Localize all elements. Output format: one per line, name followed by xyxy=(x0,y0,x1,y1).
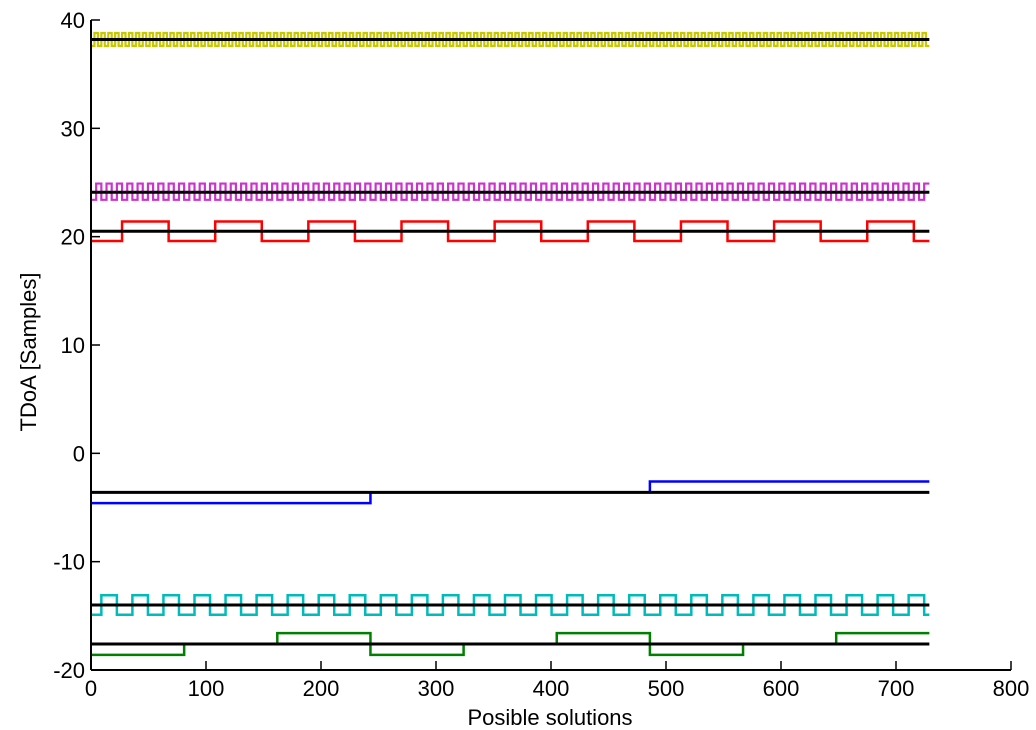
series-layer xyxy=(91,31,930,657)
x-tick-label: 400 xyxy=(533,676,570,701)
axes-layer: 0 100 200 300 400 500 600 700 800 -20 -10 0 10 20 30 40 xyxy=(53,8,1029,701)
x-axis-label: Posible solutions xyxy=(467,705,632,730)
x-tick-label: 0 xyxy=(85,676,97,701)
y-tick-label: 0 xyxy=(73,441,85,466)
series-line-8 xyxy=(91,594,930,616)
x-tick-label: 200 xyxy=(303,676,340,701)
x-tick-label: 600 xyxy=(763,676,800,701)
y-tick-label: -10 xyxy=(53,550,85,575)
x-tick-label: 100 xyxy=(188,676,225,701)
y-tick-label: 10 xyxy=(61,333,85,358)
series-line-4 xyxy=(91,220,930,243)
y-tick-label: 30 xyxy=(61,116,85,141)
y-tick-label: -20 xyxy=(53,658,85,683)
y-axis-label: TDoA [Samples] xyxy=(16,273,41,432)
x-tick-label: 700 xyxy=(878,676,915,701)
x-tick-label: 800 xyxy=(993,676,1030,701)
series-line-0 xyxy=(91,31,930,48)
x-tick-label: 500 xyxy=(648,676,685,701)
y-tick-label: 40 xyxy=(61,8,85,33)
y-tick-label: 20 xyxy=(61,225,85,250)
x-tick-label: 300 xyxy=(418,676,455,701)
